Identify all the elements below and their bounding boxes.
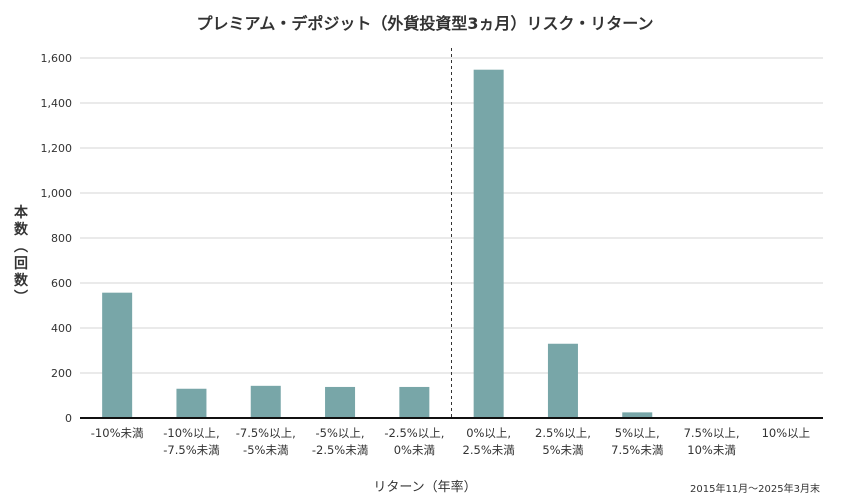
y-axis-label-char: 数 <box>14 273 28 289</box>
y-tick-label: 1,600 <box>41 52 73 65</box>
chart-title: プレミアム・デポジット（外貨投資型3ヵ月）リスク・リターン <box>196 14 654 33</box>
y-tick-label: 600 <box>51 277 72 290</box>
x-axis-ticks: -10%未満 -10%以上, -7.5%未満 -7.5%以上, -5%未満 -5%以上, -… <box>91 426 810 457</box>
y-tick-label: 1,400 <box>41 97 73 110</box>
bar <box>102 292 133 418</box>
bar <box>176 388 207 418</box>
y-axis-label: 本数 ︵ 回数 ︶ <box>10 205 32 307</box>
x-tick-label: -5%以上, -2.5%未満 <box>312 426 368 457</box>
x-tick-label: 7.5%以上, 10%未満 <box>684 426 740 457</box>
y-tick-label: 1,000 <box>41 187 73 200</box>
y-tick-label: 800 <box>51 232 72 245</box>
bar <box>325 386 356 418</box>
period-note: 2015年11月〜2025年3月末 <box>690 484 820 495</box>
x-tick-label: -7.5%以上, -5%未満 <box>236 426 296 457</box>
y-axis-label-char: ︵ <box>14 239 28 255</box>
x-tick-label: -10%未満 <box>91 426 144 440</box>
x-axis-label: リターン（年率） <box>373 480 477 495</box>
y-axis-label-char: 本 <box>14 205 28 221</box>
x-tick-label: 5%以上, 7.5%未満 <box>611 426 663 457</box>
y-tick-label: 1,200 <box>41 142 73 155</box>
x-tick-label: -2.5%以上, 0%未満 <box>384 426 444 457</box>
bar <box>547 343 578 418</box>
bar <box>250 385 281 418</box>
y-tick-label: 200 <box>51 367 72 380</box>
x-tick-label: -10%以上, -7.5%未満 <box>163 426 219 457</box>
x-tick-label: 2.5%以上, 5%未満 <box>535 426 591 457</box>
y-axis-label-char: 回 <box>14 256 28 272</box>
bar <box>473 69 504 418</box>
bar <box>399 386 430 418</box>
y-axis-label-char: 数 <box>14 222 28 238</box>
y-tick-label: 0 <box>65 412 72 425</box>
x-tick-label: 0%以上, 2.5%未満 <box>463 426 515 457</box>
y-axis-label-char: ︶ <box>14 290 28 306</box>
y-axis-ticks: 0 200 400 600 800 1,000 1,200 1,400 1,600 <box>41 52 73 425</box>
x-tick-label: 10%以上 <box>762 426 811 440</box>
bar <box>622 412 653 418</box>
y-tick-label: 400 <box>51 322 72 335</box>
bars <box>102 69 653 418</box>
